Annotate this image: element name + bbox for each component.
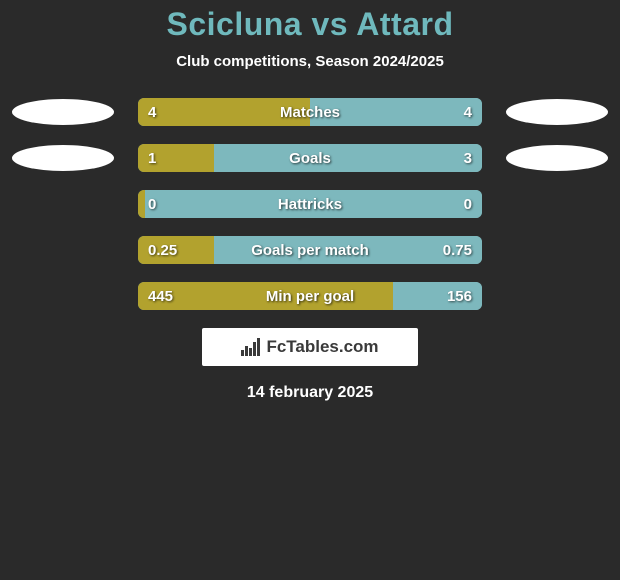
stat-row: 13Goals (0, 144, 620, 172)
stat-label: Goals (138, 144, 482, 172)
stat-bar: 445156Min per goal (138, 282, 482, 310)
stat-bar: 44Matches (138, 98, 482, 126)
player-avatar-right (506, 145, 608, 171)
player-avatar-left (12, 99, 114, 125)
player-avatar-right (506, 99, 608, 125)
page-title: Scicluna vs Attard (0, 0, 620, 43)
stat-bar: 00Hattricks (138, 190, 482, 218)
logo-text: FcTables.com (266, 337, 378, 357)
stat-bar: 13Goals (138, 144, 482, 172)
stat-label: Matches (138, 98, 482, 126)
stat-label: Min per goal (138, 282, 482, 310)
stat-row: 445156Min per goal (0, 282, 620, 310)
subtitle: Club competitions, Season 2024/2025 (0, 53, 620, 70)
stat-bar: 0.250.75Goals per match (138, 236, 482, 264)
site-logo: FcTables.com (202, 328, 418, 366)
player-avatar-left (12, 145, 114, 171)
stat-label: Goals per match (138, 236, 482, 264)
stat-row: 0.250.75Goals per match (0, 236, 620, 264)
stat-label: Hattricks (138, 190, 482, 218)
bar-chart-icon (241, 338, 260, 356)
stat-row: 00Hattricks (0, 190, 620, 218)
stat-row: 44Matches (0, 98, 620, 126)
date-label: 14 february 2025 (0, 384, 620, 402)
